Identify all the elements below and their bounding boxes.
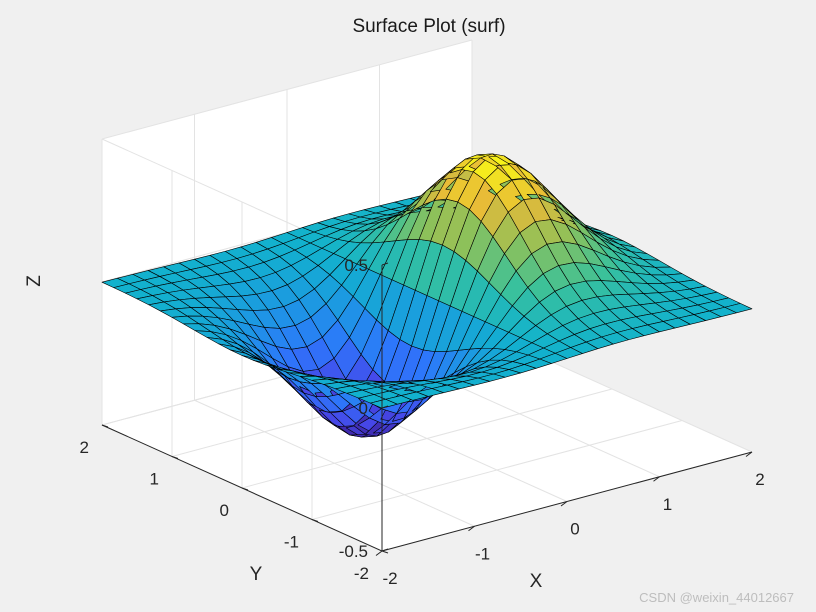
x-tick-label: 0 — [570, 520, 579, 539]
surface-patch — [724, 303, 753, 314]
x-tick-mark — [653, 476, 660, 482]
z-tick-label: 0 — [359, 399, 368, 418]
back-gridline-z — [101, 39, 473, 140]
y-tick-mark — [311, 519, 319, 522]
x-tick-mark — [560, 501, 568, 507]
watermark: CSDN @weixin_44012667 — [639, 590, 794, 605]
y-tick-mark — [381, 550, 389, 554]
x-tick-mark — [375, 550, 383, 556]
z-tick-mark — [381, 262, 389, 266]
chart-title: Surface Plot (surf) — [352, 16, 505, 37]
y-tick-label: 2 — [80, 438, 89, 457]
x-tick-label: 2 — [755, 470, 764, 489]
z-axis-label: Z — [24, 275, 45, 287]
y-tick-label: -2 — [354, 564, 369, 583]
y-tick-label: -1 — [284, 533, 299, 552]
surface-mesh — [101, 153, 753, 438]
x-tick-label: -2 — [382, 569, 397, 588]
floor-gridline-y — [241, 388, 613, 489]
y-tick-mark — [241, 487, 249, 491]
y-tick-mark — [101, 424, 109, 428]
z-tick-mark — [381, 548, 389, 552]
z-tick-label: -0.5 — [339, 542, 368, 561]
x-tick-mark — [745, 451, 753, 457]
x-tick-label: 1 — [663, 495, 672, 514]
floor-gridline-y — [311, 420, 683, 520]
z-tick-mark — [381, 405, 389, 409]
y-axis-label: Y — [250, 564, 263, 585]
x-tick-mark — [468, 525, 475, 532]
x-tick-label: -1 — [475, 544, 490, 563]
y-tick-mark — [171, 456, 179, 459]
y-tick-label: 1 — [150, 470, 159, 489]
x-axis-label: X — [530, 571, 543, 592]
tick-labels: -2 -1 0 1 2 -2 -1 0 1 2 -0.5 0 0.5 — [80, 256, 765, 588]
z-tick-label: 0.5 — [344, 256, 368, 275]
y-tick-label: 0 — [220, 501, 229, 520]
